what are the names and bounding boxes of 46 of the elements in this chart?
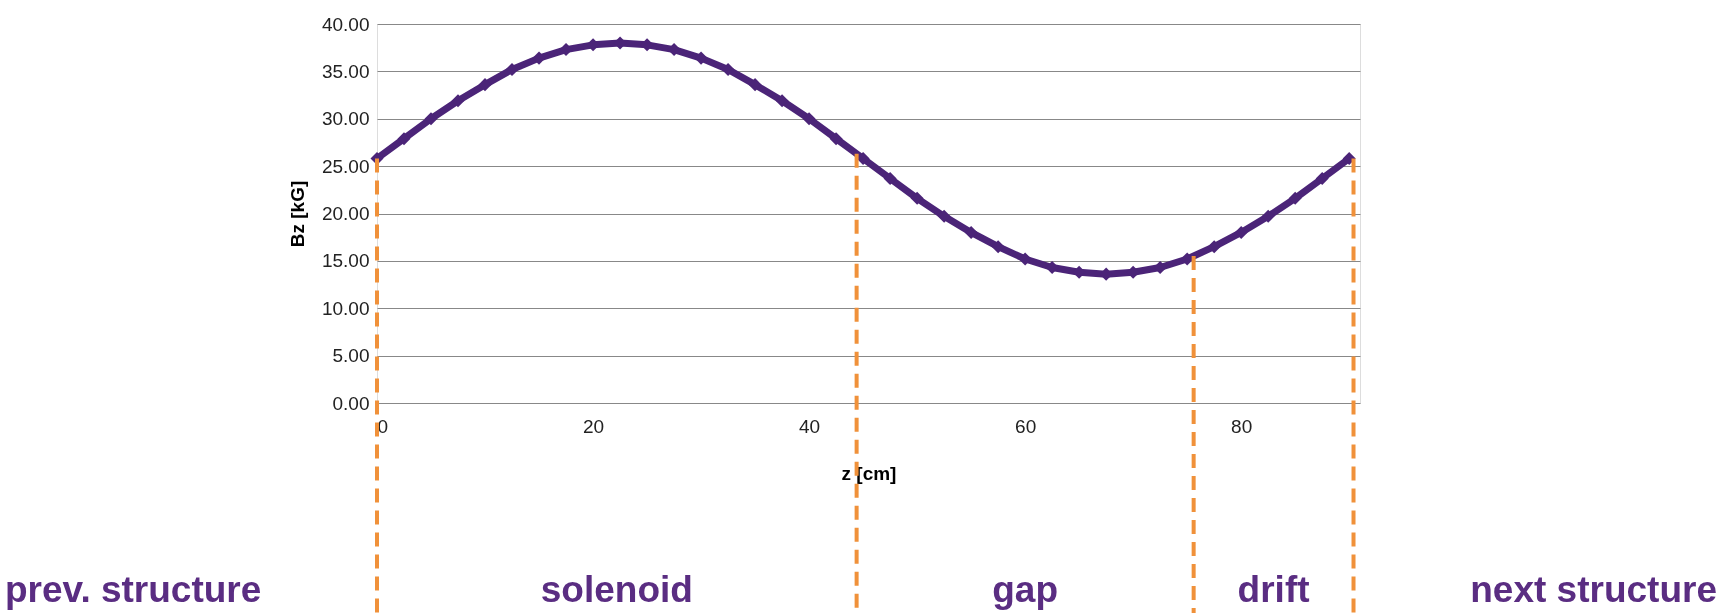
x-tick-label: 20: [582, 415, 605, 437]
y-tick-label: 20.00: [321, 203, 370, 224]
point: [478, 78, 492, 92]
y-tick-label: 15.00: [321, 250, 370, 272]
point: [505, 62, 519, 76]
y-tick-label: 10.00: [321, 297, 370, 319]
x-tick-label: 60: [1015, 415, 1037, 437]
y-axis-title: Bz [kG]: [286, 180, 308, 248]
y-tick-label: 25.00: [321, 155, 370, 177]
point: [1315, 171, 1329, 185]
text: solenoid: [540, 569, 693, 610]
y-tick-label: 30.00: [321, 108, 370, 130]
point: [451, 94, 465, 108]
point: [964, 225, 978, 239]
y-tick-label: 40.00: [321, 13, 370, 35]
x-axis-title: z [cm]: [841, 462, 897, 484]
point: [397, 132, 411, 146]
point: [1342, 152, 1356, 166]
text: prev. structure: [5, 569, 262, 610]
text: gap: [992, 569, 1059, 610]
y-tick-label: 0.00: [332, 392, 370, 414]
point: [775, 94, 789, 108]
point: [1288, 191, 1302, 205]
point: [748, 78, 762, 92]
y-tick-label: 5.00: [332, 345, 370, 367]
point: [802, 112, 816, 126]
point: [1207, 240, 1221, 254]
point: [883, 171, 897, 185]
point: [991, 240, 1005, 254]
x-tick-label: 80: [1231, 415, 1253, 437]
point: [937, 209, 951, 223]
point: [1180, 252, 1194, 266]
point: [1018, 252, 1032, 266]
point: [694, 51, 708, 65]
text: next structure: [1470, 569, 1717, 610]
y-tick-label: 35.00: [321, 60, 370, 82]
point: [910, 191, 924, 205]
point: [532, 51, 546, 65]
x-tick-label: 40: [799, 415, 821, 437]
point: [856, 152, 870, 166]
point: [829, 132, 843, 146]
point: [424, 112, 438, 126]
point: [1261, 209, 1275, 223]
point: [721, 62, 735, 76]
text: drift: [1237, 569, 1310, 610]
point: [1234, 225, 1248, 239]
